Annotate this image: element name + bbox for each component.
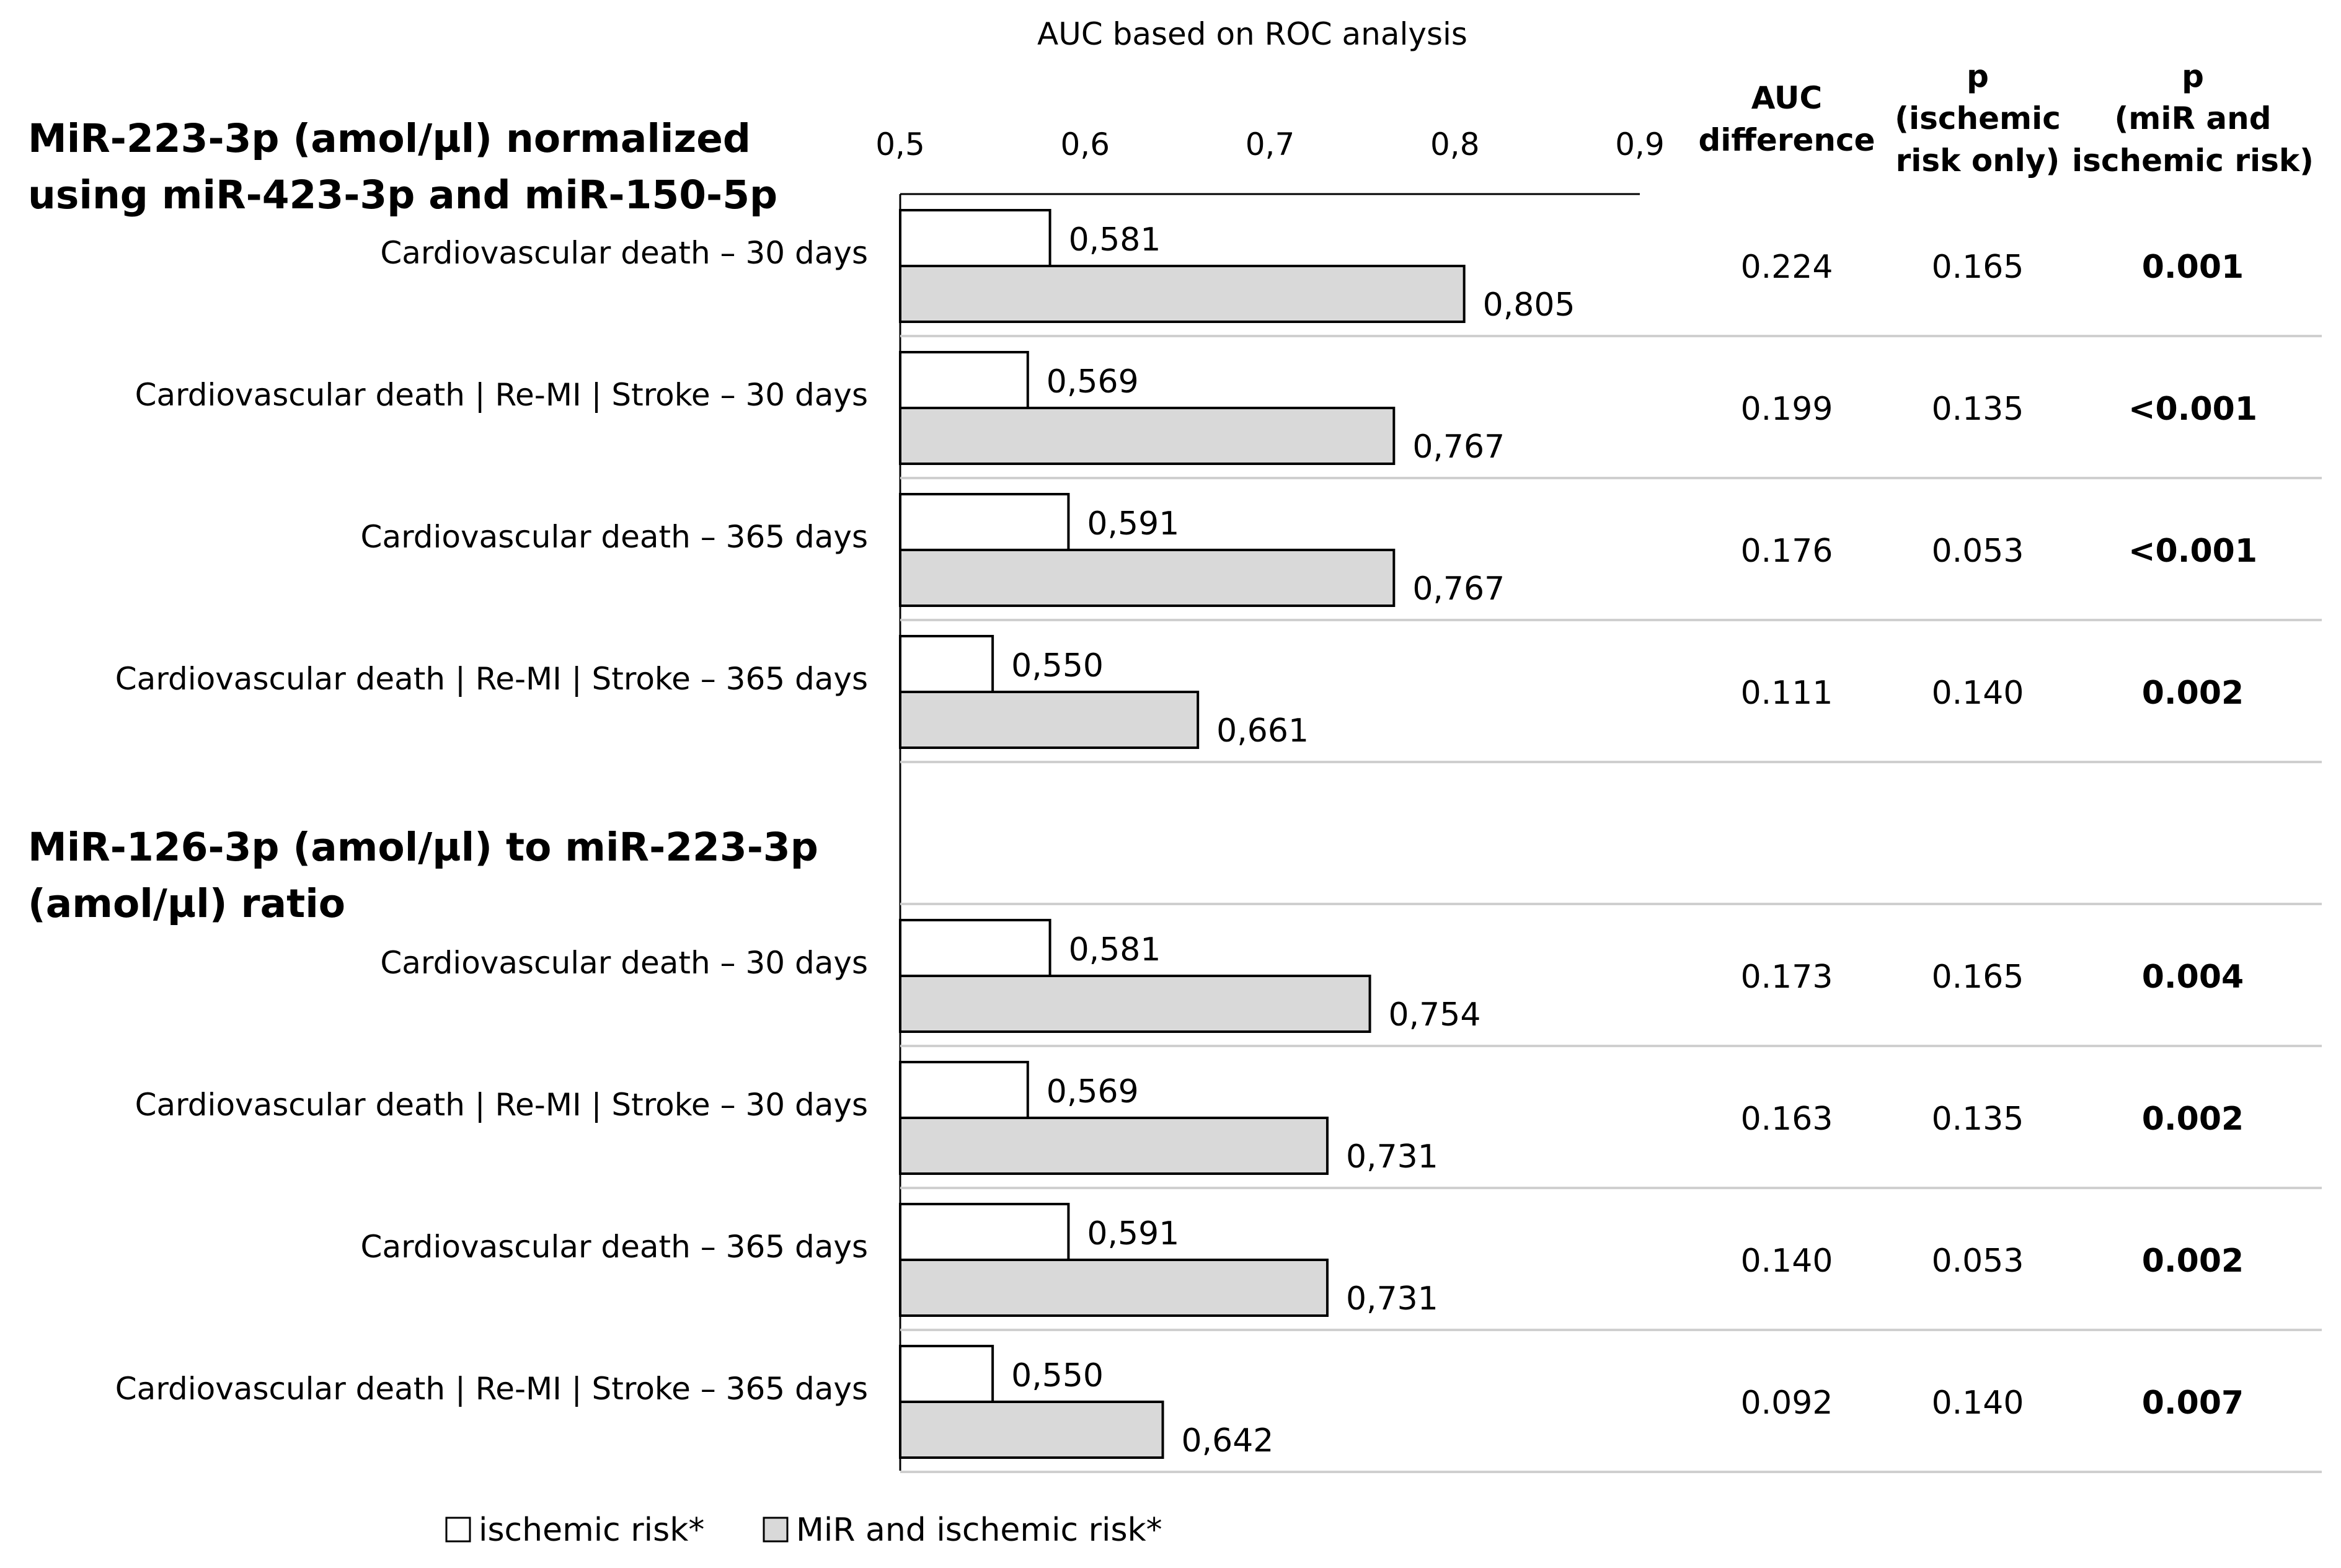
cell-auc-difference: 0.224 xyxy=(1741,249,1833,286)
bar-mir xyxy=(899,407,1396,465)
chart-title: AUC based on ROC analysis xyxy=(1037,16,1467,52)
cell-p-mir: 0.001 xyxy=(2142,249,2244,286)
col-header-line: (ischemic xyxy=(1895,100,2061,136)
row-label: Cardiovascular death – 30 days xyxy=(380,945,868,981)
col-header-line: p xyxy=(2182,58,2204,94)
data-label-mir: 0,731 xyxy=(1346,1138,1438,1176)
bar-mir xyxy=(899,975,1371,1033)
data-label-mir: 0,754 xyxy=(1389,996,1481,1034)
cell-p-ischemic: 0.053 xyxy=(1932,1242,2024,1280)
bar-ischemic xyxy=(899,209,1051,267)
data-label-mir: 0,767 xyxy=(1412,428,1505,466)
group-title: using miR-423-3p and miR-150-5p xyxy=(28,172,777,218)
bar-ischemic xyxy=(899,1061,1029,1119)
data-label-ischemic: 0,550 xyxy=(1011,1357,1104,1394)
cell-auc-difference: 0.140 xyxy=(1741,1242,1833,1280)
col-header-line: (miR and xyxy=(2114,100,2271,136)
legend-swatch-mir xyxy=(763,1517,789,1543)
cell-p-mir: 0.002 xyxy=(2142,1101,2244,1138)
bar-ischemic xyxy=(899,919,1051,977)
row-label: Cardiovascular death | Re-MI | Stroke – … xyxy=(115,1371,868,1407)
row-label: Cardiovascular death – 365 days xyxy=(361,519,868,555)
cell-p-ischemic: 0.165 xyxy=(1932,249,2024,286)
cell-p-ischemic: 0.135 xyxy=(1932,1101,2024,1138)
data-label-mir: 0,805 xyxy=(1483,286,1575,324)
data-label-mir: 0,767 xyxy=(1412,570,1505,608)
data-label-ischemic: 0,569 xyxy=(1047,1073,1139,1110)
cell-p-mir: <0.001 xyxy=(2128,533,2257,570)
data-label-ischemic: 0,581 xyxy=(1069,931,1161,968)
row-label: Cardiovascular death – 30 days xyxy=(380,235,868,271)
bar-mir xyxy=(899,691,1200,749)
row-label: Cardiovascular death | Re-MI | Stroke – … xyxy=(135,377,868,413)
cell-auc-difference: 0.173 xyxy=(1741,959,1833,996)
cell-p-mir: 0.002 xyxy=(2142,1242,2244,1280)
cell-auc-difference: 0.092 xyxy=(1741,1384,1833,1422)
row-label: Cardiovascular death | Re-MI | Stroke – … xyxy=(115,661,868,697)
cell-auc-difference: 0.163 xyxy=(1741,1101,1833,1138)
col-header-line: p xyxy=(1967,58,1989,94)
bar-ischemic xyxy=(899,1345,994,1403)
cell-p-ischemic: 0.140 xyxy=(1932,1384,2024,1422)
cell-p-mir: 0.002 xyxy=(2142,675,2244,712)
data-label-mir: 0,661 xyxy=(1216,712,1309,750)
row-label: Cardiovascular death – 365 days xyxy=(361,1229,868,1265)
col-header-auc-difference: AUC difference xyxy=(1698,80,1875,158)
data-label-mir: 0,642 xyxy=(1182,1422,1274,1459)
bar-mir xyxy=(899,1401,1164,1459)
col-header-line: AUC xyxy=(1751,80,1822,116)
chart-rows: MiR-223-3p (amol/µl) normalized using miR… xyxy=(28,116,2322,1473)
group-title: MiR-126-3p (amol/µl) to miR-223-3p xyxy=(28,825,818,870)
bar-ischemic xyxy=(899,493,1070,551)
cell-p-ischemic: 0.135 xyxy=(1932,391,2024,428)
col-header-line: risk only) xyxy=(1896,143,2060,179)
legend: ischemic risk* MiR and ischemic risk* xyxy=(445,1512,1162,1549)
cell-p-ischemic: 0.053 xyxy=(1932,533,2024,570)
cell-p-ischemic: 0.140 xyxy=(1932,675,2024,712)
cell-p-mir: 0.004 xyxy=(2142,959,2244,996)
legend-label-ischemic: ischemic risk* xyxy=(479,1512,704,1549)
bar-mir xyxy=(899,1259,1329,1317)
data-label-mir: 0,731 xyxy=(1346,1280,1438,1318)
bar-mir xyxy=(899,265,1466,323)
cell-auc-difference: 0.199 xyxy=(1741,391,1833,428)
data-label-ischemic: 0,591 xyxy=(1087,505,1179,543)
col-header-p-mir: p (miR and ischemic risk) xyxy=(2072,58,2314,179)
cell-p-ischemic: 0.165 xyxy=(1932,959,2024,996)
bar-mir xyxy=(899,549,1396,607)
x-tick-label: 0,5 xyxy=(875,126,925,162)
cell-auc-difference: 0.111 xyxy=(1741,675,1833,712)
data-label-ischemic: 0,581 xyxy=(1069,221,1161,259)
group-title: (amol/µl) ratio xyxy=(28,881,345,926)
col-header-line: difference xyxy=(1698,122,1875,158)
col-header-p-ischemic: p (ischemic risk only) xyxy=(1895,58,2061,179)
col-header-line: ischemic risk) xyxy=(2072,143,2314,179)
data-label-ischemic: 0,591 xyxy=(1087,1215,1179,1252)
bar-ischemic xyxy=(899,1203,1070,1261)
x-tick-label: 0,8 xyxy=(1430,126,1480,162)
x-tick-label: 0,9 xyxy=(1615,126,1665,162)
bar-ischemic xyxy=(899,635,994,693)
cell-p-mir: <0.001 xyxy=(2128,391,2257,428)
group-title: MiR-223-3p (amol/µl) normalized xyxy=(28,116,751,161)
legend-swatch-ischemic xyxy=(445,1517,471,1543)
legend-label-mir: MiR and ischemic risk* xyxy=(796,1512,1162,1549)
bar-mir xyxy=(899,1117,1329,1175)
data-label-ischemic: 0,569 xyxy=(1047,363,1139,401)
cell-p-mir: 0.007 xyxy=(2142,1384,2244,1422)
data-label-ischemic: 0,550 xyxy=(1011,647,1104,684)
cell-auc-difference: 0.176 xyxy=(1741,533,1833,570)
x-tick-label: 0,7 xyxy=(1246,126,1295,162)
x-tick-label: 0,6 xyxy=(1060,126,1110,162)
bar-ischemic xyxy=(899,351,1029,409)
row-label: Cardiovascular death | Re-MI | Stroke – … xyxy=(135,1087,868,1123)
